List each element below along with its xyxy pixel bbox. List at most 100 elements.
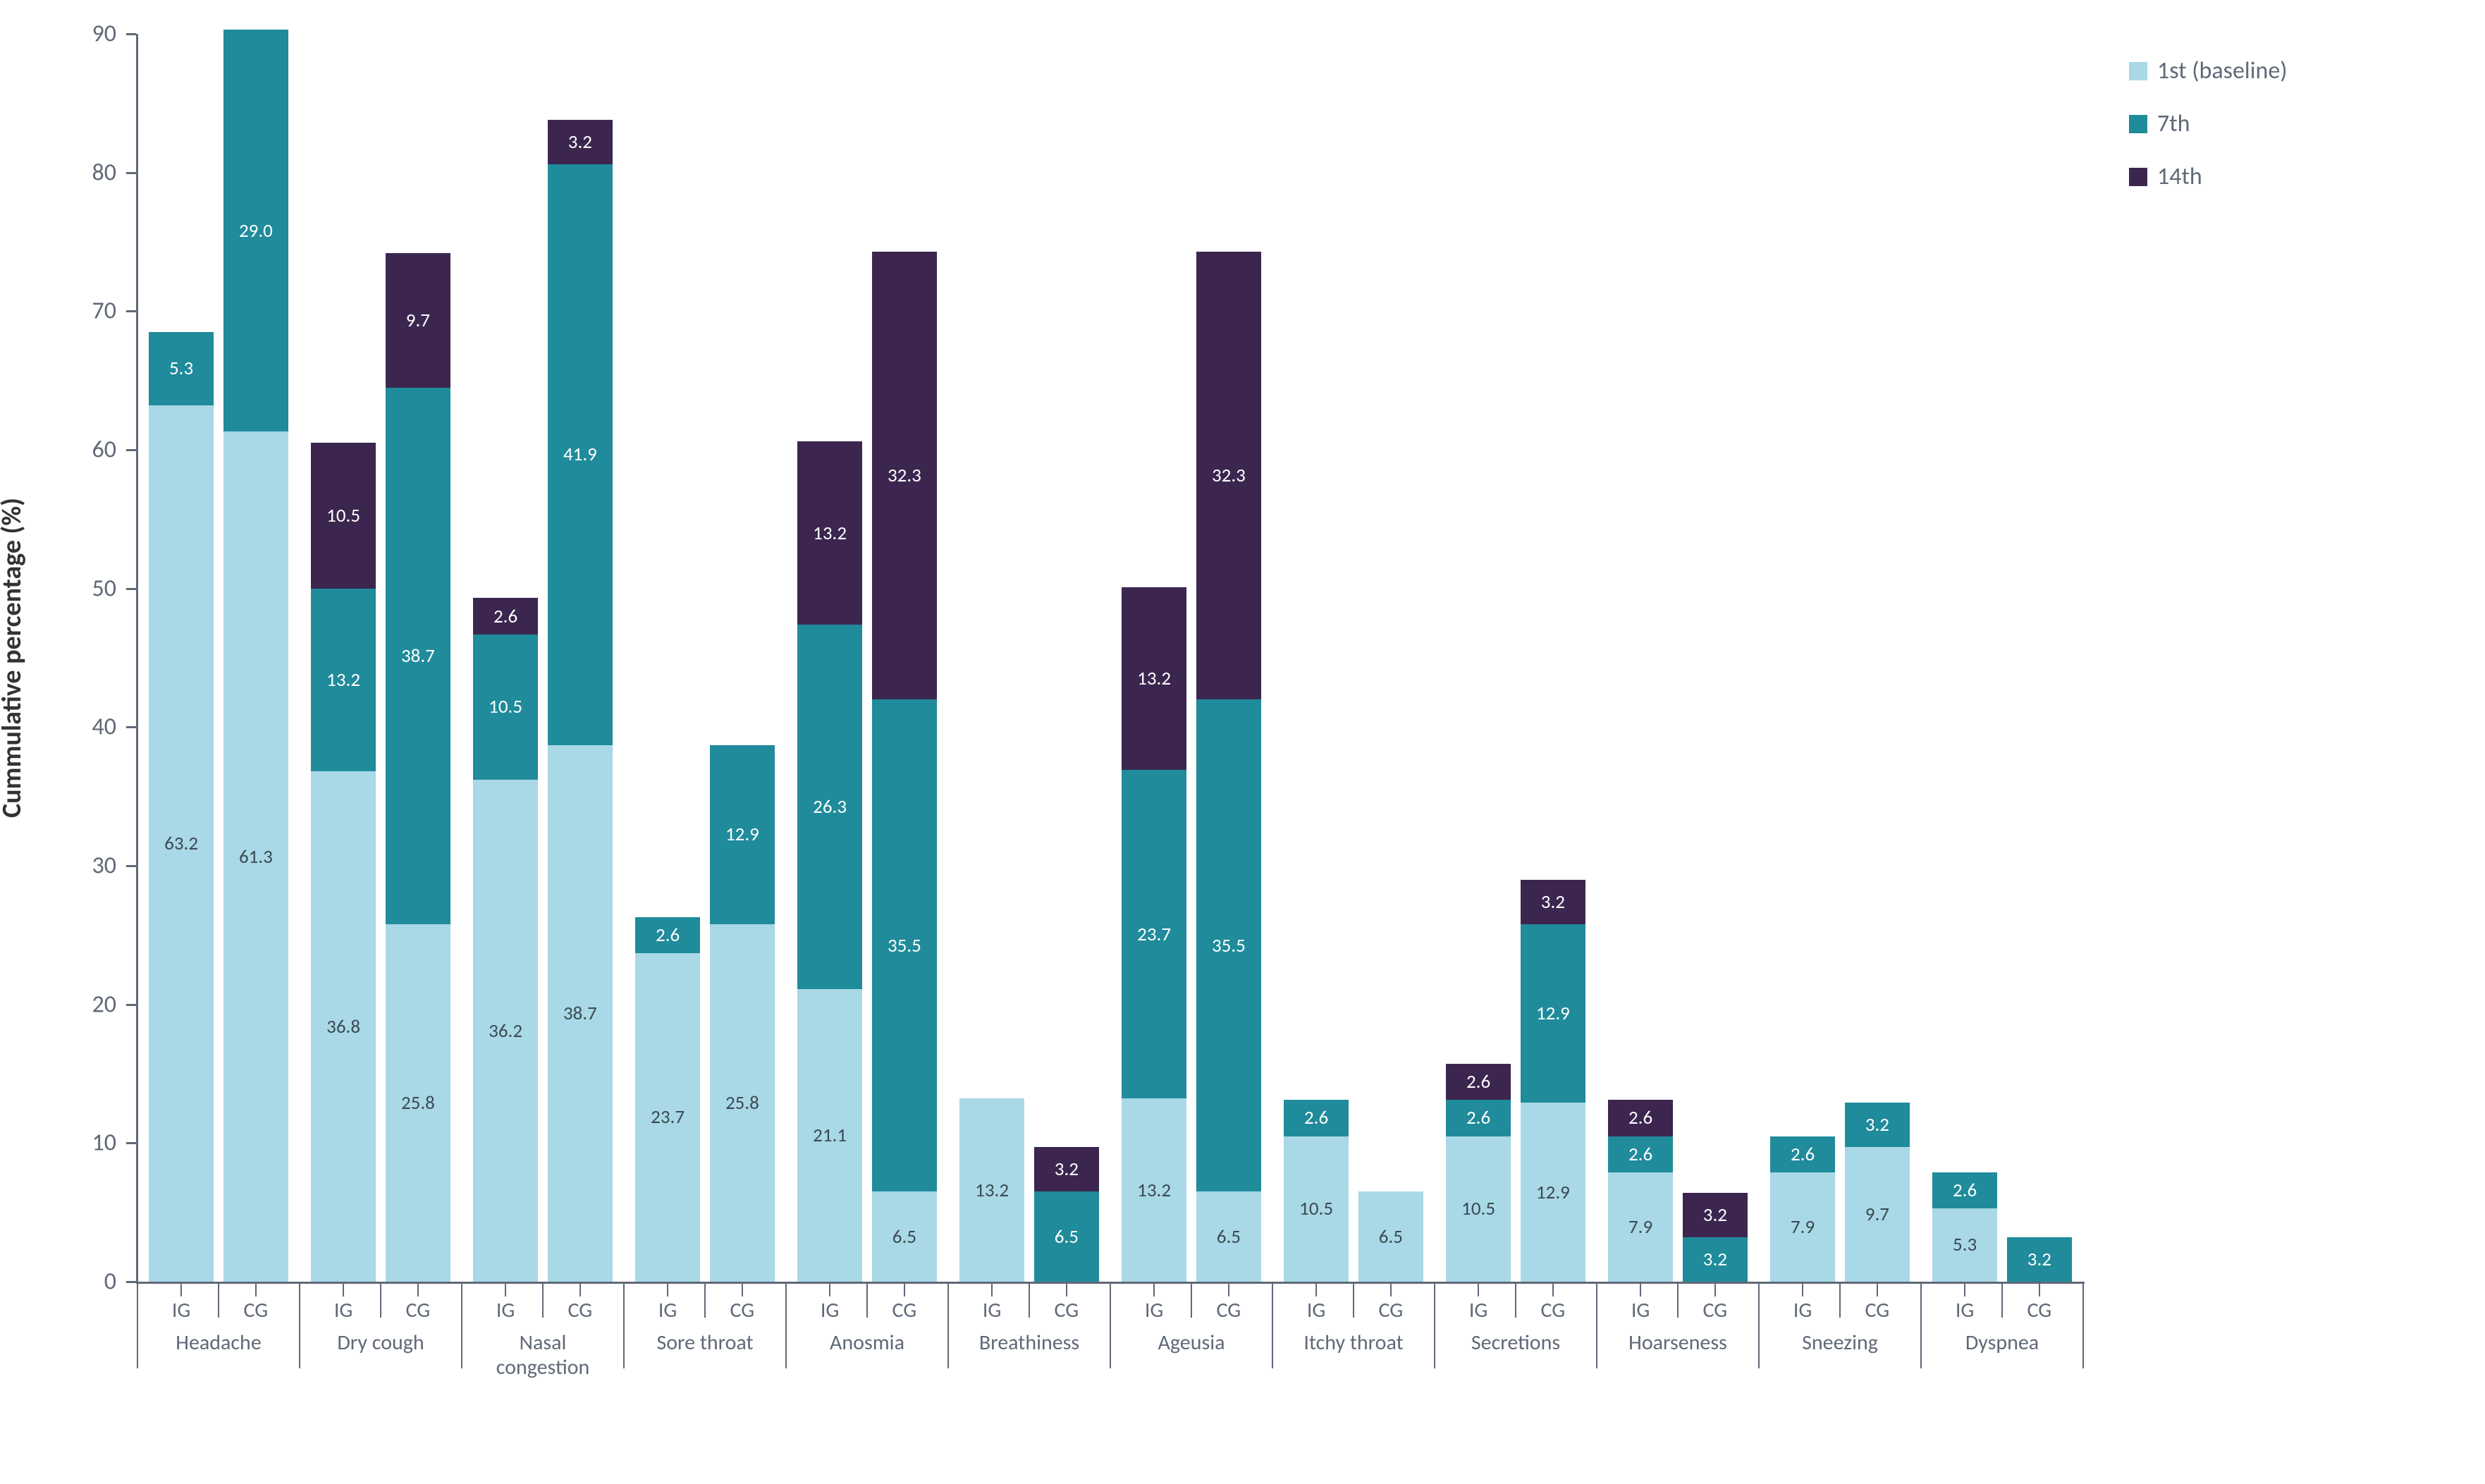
bar-group: 7.92.62.63.23.2 (1597, 34, 1759, 1282)
bar-segment-value-label: 3.2 (1865, 1115, 1889, 1134)
bar-segment-baseline: 61.3 (223, 431, 288, 1282)
x-tick-mark-short (1066, 1284, 1067, 1296)
bar-ig: 63.2 5.3 (149, 332, 214, 1282)
x-subgroup-label: CG (406, 1297, 431, 1323)
x-subgroup-label: CG (1541, 1297, 1566, 1323)
x-subgroup-label: IG (1469, 1297, 1487, 1323)
bar-segment-value-label: 21.1 (813, 1126, 847, 1145)
x-tick-mark-medium (1677, 1284, 1679, 1318)
x-tick-mark-medium (380, 1284, 381, 1318)
bar-segment-seventh: 29.0 (223, 30, 288, 431)
x-subgroup-label: IG (496, 1297, 515, 1323)
y-tick-label: 10 (0, 1129, 116, 1158)
bar-segment-value-label: 2.6 (1304, 1108, 1328, 1127)
x-subgroup-label: IG (821, 1297, 839, 1323)
y-tick-mark (126, 726, 136, 728)
bar-segment-value-label: 25.8 (401, 1093, 435, 1112)
x-subgroup-label: CG (730, 1297, 755, 1323)
x-tick-mark-long (137, 1284, 138, 1368)
x-category-label: Breathiness (979, 1331, 1079, 1356)
x-tick-mark-long (2082, 1284, 2084, 1368)
x-tick-mark-short (343, 1284, 344, 1296)
x-tick-mark-medium (1191, 1284, 1192, 1318)
legend-item: 7th (2129, 109, 2288, 138)
x-tick-mark-short (255, 1284, 257, 1296)
x-tick-mark-short (1964, 1284, 1965, 1296)
y-tick-mark (126, 1142, 136, 1144)
plot-area: 63.25.361.329.036.813.210.525.838.79.736… (137, 34, 2083, 1282)
bar-segment-value-label: 3.2 (2027, 1250, 2051, 1269)
x-tick-mark-short (742, 1284, 743, 1296)
x-tick-mark-medium (1029, 1284, 1030, 1318)
legend-item: 1st (baseline) (2129, 56, 2288, 85)
x-tick-mark-short (505, 1284, 506, 1296)
bar-segment-value-label: 6.5 (1379, 1227, 1403, 1246)
y-tick-mark (126, 33, 136, 35)
bar-ig: 23.72.6 (635, 917, 700, 1282)
bar-segment-value-label: 13.2 (1137, 1181, 1171, 1200)
x-tick-mark-short (2039, 1284, 2040, 1296)
bar-ig: 10.52.62.6 (1446, 1064, 1511, 1282)
bar-segment-value-label: 10.5 (1461, 1199, 1495, 1218)
bar-group: 21.126.313.26.535.532.3 (786, 34, 948, 1282)
y-tick-mark (126, 865, 136, 867)
bar-cg: 3.2 (2007, 1237, 2072, 1282)
x-category-label: Dry cough (337, 1331, 424, 1356)
bar-segment-value-label: 10.5 (1299, 1199, 1333, 1218)
bar-segment-value-label: 9.7 (406, 311, 430, 330)
bar-segment-baseline: 63.2 (149, 405, 214, 1282)
bar-segment-value-label: 12.9 (1536, 1004, 1570, 1023)
bar-segment-baseline: 6.5 (1196, 1191, 1261, 1282)
x-subgroup-label: CG (1217, 1297, 1241, 1323)
x-tick-mark-short (1315, 1284, 1317, 1296)
legend-label: 14th (2157, 162, 2202, 191)
bar-segment-value-label: 5.3 (169, 359, 193, 378)
legend: 1st (baseline) 7th 14th (2129, 56, 2288, 215)
bar-segment-value-label: 25.8 (725, 1093, 759, 1112)
bar-segment-seventh: 5.3 (149, 332, 214, 405)
bar-segment-baseline: 25.8 (710, 924, 775, 1282)
bar-segment-value-label: 41.9 (563, 445, 597, 464)
bar-segment-value-label: 35.5 (1212, 936, 1246, 955)
x-tick-mark-short (1714, 1284, 1716, 1296)
bar-segment-baseline: 36.8 (311, 771, 376, 1282)
bar-segment-seventh: 2.6 (1932, 1172, 1997, 1208)
x-tick-mark-long (1434, 1284, 1435, 1368)
x-category-label: Nasal congestion (496, 1331, 590, 1380)
y-tick-label: 70 (0, 297, 116, 326)
bar-ig: 7.92.6 (1770, 1136, 1835, 1282)
bar-segment-fourteenth: 9.7 (386, 253, 450, 388)
bar-segment-value-label: 2.6 (1953, 1181, 1977, 1200)
bar-segment-baseline: 6.5 (1358, 1191, 1423, 1282)
bar-segment-baseline: 13.2 (1122, 1098, 1186, 1282)
x-category-label: Sneezing (1802, 1331, 1878, 1356)
x-subgroup-label: CG (1865, 1297, 1890, 1323)
x-subgroup-label: IG (334, 1297, 352, 1323)
x-tick-mark-short (1552, 1284, 1554, 1296)
y-tick-mark (126, 1281, 136, 1283)
bar-segment-seventh: 3.2 (1683, 1237, 1748, 1282)
bar-segment-value-label: 13.2 (813, 524, 847, 543)
bar-segment-seventh: 3.2 (2007, 1237, 2072, 1282)
bar-cg: 6.53.2 (1034, 1147, 1099, 1282)
bar-segment-value-label: 3.2 (1703, 1250, 1727, 1269)
bar-segment-value-label: 2.6 (493, 607, 517, 626)
bar-segment-value-label: 10.5 (326, 506, 360, 525)
bar-cg: 25.838.79.7 (386, 253, 450, 1282)
bar-segment-seventh: 12.9 (710, 745, 775, 924)
y-tick-label: 60 (0, 436, 116, 465)
bar-group: 63.25.361.329.0 (137, 34, 300, 1282)
bar-segment-value-label: 36.8 (326, 1017, 360, 1036)
bar-segment-fourteenth: 3.2 (1521, 880, 1585, 924)
legend-item: 14th (2129, 162, 2288, 191)
bar-cg: 12.912.93.2 (1521, 880, 1585, 1282)
bar-segment-seventh: 2.6 (1770, 1136, 1835, 1172)
bar-segment-baseline: 9.7 (1845, 1147, 1910, 1282)
y-tick-label: 90 (0, 20, 116, 49)
y-tick-label: 80 (0, 158, 116, 187)
bar-cg: 6.535.532.3 (872, 252, 937, 1282)
bar-segment-seventh: 2.6 (1608, 1136, 1673, 1172)
bar-segment-value-label: 38.7 (563, 1004, 597, 1023)
bar-segment-seventh: 10.5 (473, 634, 538, 780)
bar-segment-fourteenth: 13.2 (1122, 587, 1186, 771)
